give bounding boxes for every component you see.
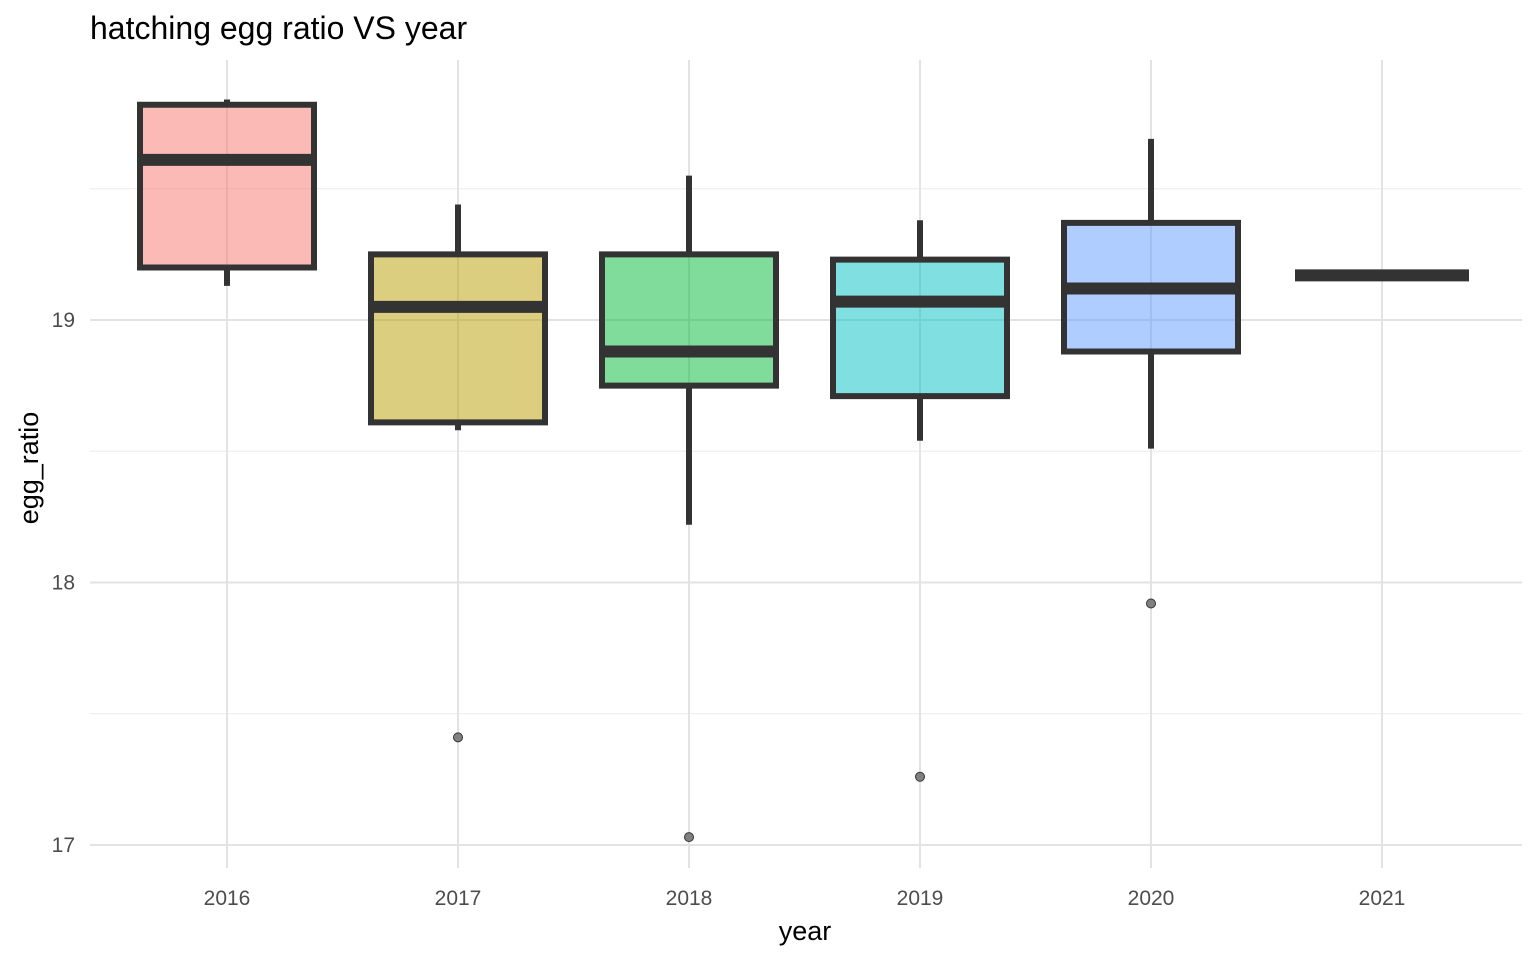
y-axis-title: egg_ratio bbox=[14, 412, 44, 525]
chart-title: hatching egg ratio VS year bbox=[90, 10, 468, 46]
box-body bbox=[599, 251, 779, 389]
box-layer bbox=[137, 99, 1469, 843]
y-tick-label: 19 bbox=[52, 309, 75, 332]
x-axis-title: year bbox=[779, 916, 832, 946]
y-tick-label: 18 bbox=[52, 572, 75, 595]
box-2020 bbox=[1061, 138, 1241, 609]
box-body bbox=[137, 101, 317, 271]
box-2018 bbox=[599, 175, 779, 843]
outlier-point bbox=[453, 732, 463, 743]
x-tick-label: 2020 bbox=[1128, 887, 1175, 910]
box-body bbox=[830, 256, 1010, 400]
box-2017 bbox=[368, 204, 548, 743]
tick-layer: 17 18 19 2016 2017 2018 2019 2020 2021 bbox=[52, 309, 1406, 910]
outlier-point bbox=[915, 771, 925, 782]
outlier-point bbox=[684, 832, 694, 843]
x-tick-label: 2017 bbox=[435, 887, 482, 910]
outlier-point bbox=[1146, 598, 1156, 609]
x-tick-label: 2016 bbox=[204, 887, 251, 910]
x-tick-label: 2018 bbox=[666, 887, 713, 910]
x-tick-label: 2021 bbox=[1359, 887, 1406, 910]
box-2016 bbox=[137, 99, 317, 286]
box-2019 bbox=[830, 220, 1010, 782]
y-tick-label: 17 bbox=[52, 834, 75, 857]
x-tick-label: 2019 bbox=[897, 887, 944, 910]
box-body bbox=[368, 251, 548, 426]
